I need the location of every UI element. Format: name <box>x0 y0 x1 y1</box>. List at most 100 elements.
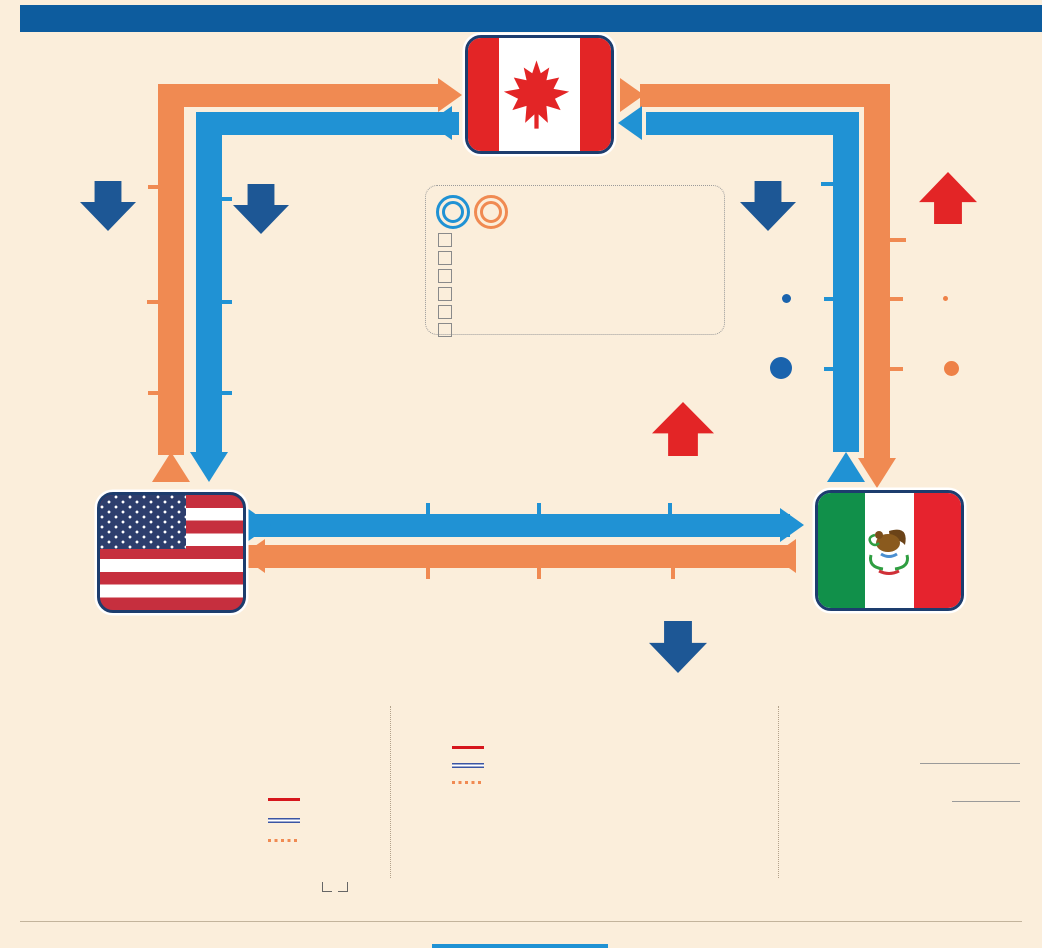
trade-legend-canada <box>452 745 492 750</box>
tick <box>824 367 833 371</box>
arrowhead-up-from-us-orange-icon <box>152 452 190 482</box>
leader-line-china <box>952 801 1020 802</box>
gdp-legend-mexico <box>268 818 308 823</box>
band-label-us-exports-to-canada <box>158 255 184 470</box>
change-arrow-us-to-canada <box>80 181 136 231</box>
band-canada-to-us-vertical <box>196 112 222 452</box>
tick <box>426 568 430 579</box>
band-canada-to-us-horizontal <box>209 112 459 135</box>
mexico-eagle-emblem-icon <box>868 529 909 575</box>
pie-us-to-mexico-1992 <box>401 427 455 481</box>
orange-bubble-icon <box>474 195 508 229</box>
bottom-blue-bar <box>432 944 608 948</box>
mexico-flag <box>815 490 964 611</box>
canada-flag <box>465 35 614 154</box>
us-flag <box>97 492 246 613</box>
canada-line-icon <box>268 797 300 802</box>
tick <box>668 503 672 514</box>
pie-us-to-canada-2013 <box>25 347 115 437</box>
tick <box>821 182 833 186</box>
bracket-left-icon <box>322 882 332 892</box>
arrowhead-into-canada-blue-icon <box>618 106 642 140</box>
legend-swatch-others <box>438 323 452 337</box>
pie-us-to-mexico-2013 <box>487 380 591 484</box>
legend-swatch-manufactured <box>438 269 452 283</box>
arrowhead-into-mexico-blue-icon <box>780 508 804 542</box>
trade-legend-us <box>452 781 492 784</box>
gdp-line-chart <box>14 742 392 900</box>
gdp-legend-us <box>268 839 308 842</box>
blue-bubble-icon <box>436 195 470 229</box>
mexico-flag-green-band <box>818 493 866 608</box>
panel-divider <box>390 706 391 878</box>
tick <box>890 297 903 301</box>
tick <box>890 238 906 242</box>
band-mexico-to-canada-vertical <box>833 123 859 452</box>
band-us-to-canada-horizontal <box>158 84 440 107</box>
legend-swatch-food <box>438 305 452 319</box>
tick <box>148 185 158 189</box>
legend-swatch-machinery <box>438 251 452 265</box>
mexico-line-icon <box>452 763 484 768</box>
tick <box>824 297 833 301</box>
leader-line-eu <box>920 763 1020 764</box>
legend-swatch-mineral <box>438 233 452 247</box>
change-arrow-mexico-to-us <box>649 621 707 673</box>
tick <box>147 300 158 304</box>
bracket-right-icon <box>338 882 348 892</box>
forecast-bracket <box>322 882 386 892</box>
pie-mexico-to-us-2013 <box>483 596 587 700</box>
tick <box>148 391 158 395</box>
pie-us-to-canada-1992 <box>64 279 112 327</box>
tick <box>671 568 675 579</box>
maple-leaf-icon <box>503 60 570 129</box>
dot-mexico-to-canada-2013 <box>770 357 792 379</box>
dot-canada-to-mexico-1992 <box>943 296 948 301</box>
arrowhead-into-us-blue-icon <box>190 452 228 482</box>
canada-line-icon <box>452 745 484 750</box>
us-exports-pie <box>817 744 953 880</box>
arrowhead-out-of-us-blue-icon <box>247 508 271 542</box>
change-arrow-canada-to-us <box>233 184 289 234</box>
mexico-line-icon <box>268 818 300 823</box>
tick <box>426 503 430 514</box>
trade-legend-mexico <box>452 763 492 768</box>
tick <box>222 391 232 395</box>
change-arrow-us-to-mexico <box>652 402 714 456</box>
tick <box>537 568 541 579</box>
band-us-to-mexico <box>245 514 790 537</box>
tick <box>222 300 232 304</box>
change-arrow-mexico-to-canada <box>740 181 796 231</box>
arrowhead-out-of-canada-blue-icon <box>428 106 452 140</box>
us-line-icon <box>268 839 300 842</box>
band-canada-to-mexico-horizontal <box>640 84 890 107</box>
band-mexico-to-us <box>245 545 790 568</box>
band-canada-to-mexico-vertical <box>864 84 890 458</box>
blue-bubble-inner-icon <box>442 201 464 223</box>
page-title <box>20 5 1042 32</box>
arrowhead-out-of-mexico-orange-icon <box>772 539 796 573</box>
canada-flag-left-band <box>468 38 499 151</box>
pie-mexico-to-us-1992 <box>408 592 450 634</box>
orange-bubble-inner-icon <box>480 201 502 223</box>
tick <box>537 503 541 514</box>
bottom-rule <box>20 921 1022 922</box>
bubble-legend-box <box>425 185 725 337</box>
arrowhead-up-from-mexico-blue-icon <box>827 452 865 482</box>
change-arrow-canada-to-mexico <box>919 172 977 224</box>
legend-swatch-chemicals <box>438 287 452 301</box>
dot-canada-to-mexico-2013 <box>944 361 959 376</box>
band-us-to-canada-vertical <box>158 90 184 455</box>
us-flag-canton <box>100 495 186 550</box>
pie-canada-to-us-1992 <box>271 273 331 333</box>
pie-canada-to-us-2013 <box>272 337 382 447</box>
dot-mexico-to-canada-1992 <box>782 294 791 303</box>
band-label-mexico-exports-to-canada <box>833 245 859 460</box>
us-line-icon <box>452 781 484 784</box>
gdp-legend-canada <box>268 797 308 802</box>
band-mexico-to-canada-horizontal <box>646 112 859 135</box>
mexico-flag-red-band <box>913 493 961 608</box>
canada-flag-right-band <box>580 38 611 151</box>
tick <box>890 367 903 371</box>
